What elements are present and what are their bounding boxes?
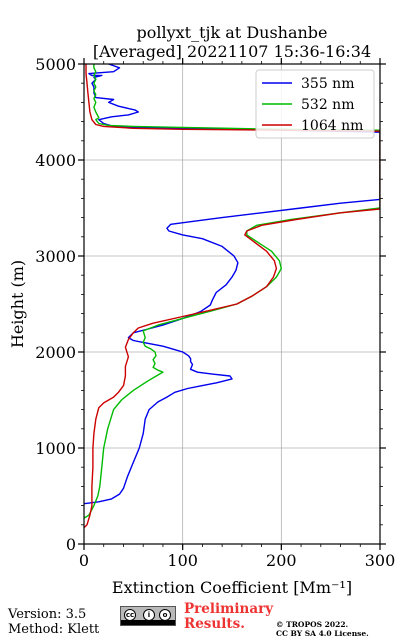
series-line-532-nm bbox=[84, 64, 380, 519]
preliminary-notice: Preliminary Results. bbox=[184, 602, 273, 632]
tropos-copyright: © TROPOS 2022. CC BY SA 4.0 License. bbox=[276, 620, 369, 638]
legend: 355 nm 532 nm 1064 nm bbox=[255, 69, 375, 139]
y-tick-label: 5000 bbox=[35, 55, 76, 74]
legend-label-532-nm: 532 nm bbox=[301, 97, 354, 113]
y-axis-label: Height (m) bbox=[8, 260, 27, 348]
cc-license-logo: cc i o bbox=[120, 606, 176, 626]
x-tick-label: 100 bbox=[167, 551, 198, 570]
legend-label-1064-nm: 1064 nm bbox=[301, 118, 363, 134]
series-line-355-nm bbox=[84, 64, 380, 505]
chart-subtitle: [Averaged] 20221107 15:36-16:34 bbox=[93, 42, 371, 61]
legend-label-355-nm: 355 nm bbox=[301, 76, 354, 92]
sa-icon: o bbox=[159, 609, 171, 621]
plot-frame bbox=[83, 63, 381, 545]
series-lines bbox=[84, 64, 380, 529]
y-tick-label: 0 bbox=[66, 535, 76, 554]
chart-title: pollyxt_tjk at Dushanbe bbox=[136, 23, 327, 42]
x-tick-label: 200 bbox=[266, 551, 297, 570]
tropos-line1: © TROPOS 2022. bbox=[276, 620, 349, 629]
y-tick-label: 4000 bbox=[35, 151, 76, 170]
y-tick-label: 2000 bbox=[35, 343, 76, 362]
version-text: Version: 3.5 bbox=[8, 607, 87, 622]
series-line-1064-nm bbox=[84, 64, 380, 529]
legend-box bbox=[255, 69, 375, 139]
y-tick-label: 1000 bbox=[35, 439, 76, 458]
x-axis-label: Extinction Coefficient [Mm⁻¹] bbox=[112, 578, 352, 597]
preliminary-line1: Preliminary bbox=[184, 601, 274, 617]
preliminary-line2: Results. bbox=[184, 616, 245, 632]
x-tick-label: 0 bbox=[79, 551, 89, 570]
y-tick-label: 3000 bbox=[35, 247, 76, 266]
tropos-line2: CC BY SA 4.0 License. bbox=[276, 629, 369, 638]
method-text: Method: Klett bbox=[8, 622, 100, 637]
cc-strip bbox=[121, 620, 175, 625]
x-tick-label: 300 bbox=[365, 551, 396, 570]
